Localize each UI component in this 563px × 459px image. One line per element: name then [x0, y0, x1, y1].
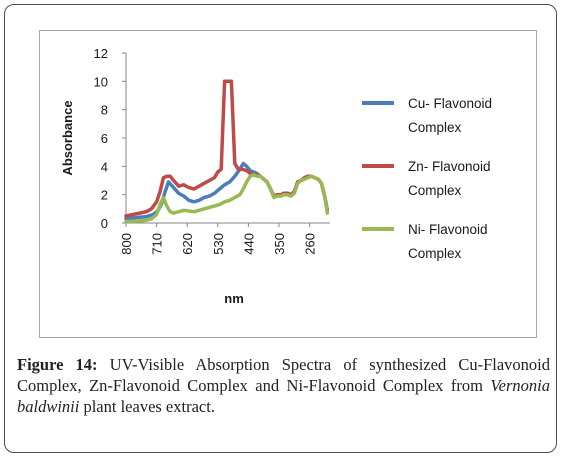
- x-tick-label: 260: [303, 233, 318, 255]
- caption-label: Figure 14:: [17, 355, 98, 374]
- chart-area: 0 2 4 6 8 10 12 800 710 620 530 440 350 260 Absorbance…: [39, 30, 537, 338]
- x-tick-label: 530: [211, 233, 226, 255]
- y-tick-label: 8: [101, 103, 108, 118]
- legend-label-3-cont: Complex: [408, 246, 462, 261]
- x-tick-label: 350: [272, 233, 287, 255]
- y-axis-title: Absorbance: [60, 100, 75, 175]
- x-tick-label: 710: [150, 233, 165, 255]
- caption-text-2: plant leaves extract.: [79, 397, 215, 416]
- legend-label-3: Ni- Flavonoid: [408, 222, 488, 237]
- legend-label-2: Zn- Flavonoid: [408, 159, 491, 174]
- y-tick-label: 2: [101, 188, 108, 203]
- x-tick-label: 800: [119, 233, 134, 255]
- x-axis-title: nm: [224, 291, 244, 306]
- caption-text-1: UV-Visible Absorption Spectra of synthes…: [17, 355, 550, 395]
- legend-label-1: Cu- Flavonoid: [408, 96, 492, 111]
- y-tick-label: 6: [101, 131, 108, 146]
- legend-label-1-cont: Complex: [408, 120, 462, 135]
- figure-frame: 0 2 4 6 8 10 12 800 710 620 530 440 350 260 Absorbance…: [4, 4, 557, 453]
- legend-label-2-cont: Complex: [408, 183, 462, 198]
- y-tick-label: 10: [94, 74, 108, 89]
- series-line-2: [124, 79, 330, 218]
- figure-caption: Figure 14: UV-Visible Absorption Spectra…: [17, 354, 550, 417]
- x-tick-label: 620: [180, 233, 195, 255]
- y-tick-label: 12: [94, 46, 108, 61]
- series-line-3: [124, 173, 330, 224]
- x-tick-label: 440: [241, 233, 256, 255]
- y-tick-label: 4: [101, 159, 108, 174]
- y-tick-label: 0: [101, 216, 108, 231]
- spectra-chart: 0 2 4 6 8 10 12 800 710 620 530 440 350 260 Absorbance…: [60, 46, 492, 306]
- caption-species: Vernonia baldwinii: [17, 376, 550, 416]
